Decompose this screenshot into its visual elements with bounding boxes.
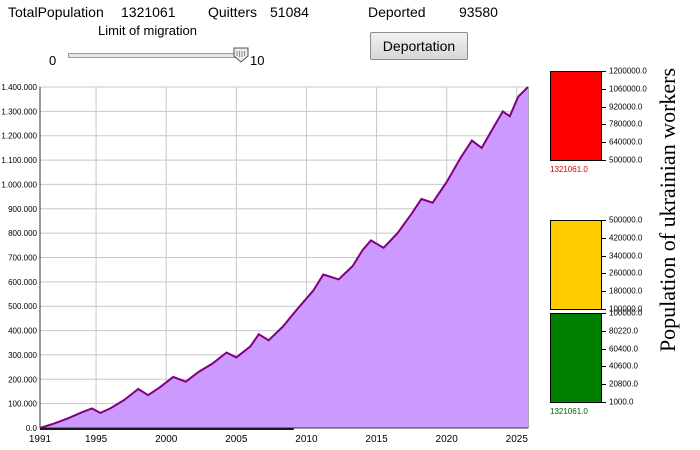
population-line <box>39 86 529 429</box>
gauge-tick-mark <box>601 220 606 221</box>
x-tick-label: 1991 <box>29 434 52 445</box>
gauge-tick-mark <box>601 348 606 350</box>
side-title-text: Population of ukrainian workers <box>655 67 680 353</box>
population-area <box>40 87 528 428</box>
gauge-tick-label: 1000.0 <box>609 397 634 407</box>
y-tick-label: 1.100.000 <box>1 156 37 165</box>
gauge-green-scale: 100000.0 80220.0 60400.0 40600.0 20800.0 1000… <box>601 309 661 407</box>
deported-label: Deported <box>368 4 426 20</box>
gauge-green-box <box>550 313 602 403</box>
y-tick-label: 200.000 <box>8 375 37 384</box>
y-tick-label: 900.000 <box>8 205 37 214</box>
y-tick-label: 1.200.000 <box>1 132 37 141</box>
gauge-tick-label: 500000.0 <box>609 215 643 225</box>
slider-label: Limit of migration <box>98 23 197 38</box>
gauge-tick-label: 640000.0 <box>609 137 643 147</box>
y-tick-label: 800.000 <box>8 229 37 238</box>
gauge-tick-mark <box>601 124 606 126</box>
gauge-green-value: 1321061.0 <box>550 407 588 416</box>
slider-min-label: 0 <box>49 53 57 68</box>
gauge-tick-label: 500000.0 <box>609 155 643 165</box>
gauge-tick-label: 780000.0 <box>609 119 643 129</box>
gauge-tick-mark <box>601 402 606 403</box>
y-tick-label: 300.000 <box>8 351 37 360</box>
gauge-tick-mark <box>601 106 606 108</box>
x-tick-label: 2015 <box>365 434 388 445</box>
gauge-yellow-scale: 500000.0 420000.0 340000.0 260000.0 180000.0… <box>601 216 661 314</box>
gauge-tick-mark <box>601 237 606 239</box>
quitters-value: 51084 <box>270 4 309 20</box>
gauge-tick-label: 40600.0 <box>609 361 638 371</box>
y-tick-label: 0.0 <box>26 424 38 433</box>
quitters-label: Quitters <box>208 4 258 20</box>
gauge-axis <box>601 71 602 161</box>
gauge-red-scale: 1200000.0 1060000.0 920000.0 780000.0 640000… <box>601 67 661 165</box>
gauge-axis <box>601 220 602 310</box>
x-tick-label: 1995 <box>85 434 108 445</box>
migration-limit-slider[interactable] <box>68 53 245 58</box>
gauge-tick-label: 1200000.0 <box>609 66 647 76</box>
y-tick-label: 1.400.000 <box>1 83 37 92</box>
gauge-axis <box>601 313 602 403</box>
gauge-tick-mark <box>601 160 606 161</box>
y-tick-label: 700.000 <box>8 254 37 263</box>
gauge-tick-mark <box>601 384 606 386</box>
deportation-button[interactable]: Deportation <box>370 32 468 60</box>
gauge-tick-mark <box>601 142 606 144</box>
gauge-red-value: 1321061.0 <box>550 165 588 174</box>
gauge-tick-label: 420000.0 <box>609 233 643 243</box>
total-population-value: 1321061 <box>121 4 176 20</box>
gauge-tick-mark <box>601 255 606 257</box>
gauge-tick-label: 100000.0 <box>609 304 643 314</box>
slider-thumb[interactable] <box>233 47 249 63</box>
x-tick-label: 2025 <box>506 434 529 445</box>
gauge-tick-label: 180000.0 <box>609 286 643 296</box>
population-area-chart: 0.0 100.000 200.000 300.000 400.000 500.000 60… <box>1 83 529 445</box>
y-tick-label: 1.000.000 <box>1 180 37 189</box>
gauge-yellow-box <box>550 220 602 310</box>
gauge-tick-label: 920000.0 <box>609 102 643 112</box>
total-population-label: TotalPopulation <box>8 4 104 20</box>
gauge-tick-mark <box>601 313 606 314</box>
x-tick-label: 2020 <box>436 434 459 445</box>
gauge-tick-mark <box>601 366 606 368</box>
x-tick-label: 2000 <box>155 434 178 445</box>
gauge-tick-mark <box>601 88 606 90</box>
gauge-tick-label: 80220.0 <box>609 326 638 336</box>
y-tick-label: 400.000 <box>8 327 37 336</box>
gauge-tick-mark <box>601 71 606 72</box>
y-tick-label: 600.000 <box>8 278 37 287</box>
gauge-tick-mark <box>601 291 606 293</box>
x-tick-label: 2005 <box>225 434 248 445</box>
y-tick-label: 1.300.000 <box>1 107 37 116</box>
x-tick-label: 2010 <box>295 434 318 445</box>
slider-max-label: 10 <box>250 53 265 68</box>
gauge-tick-label: 1060000.0 <box>609 84 647 94</box>
deported-value: 93580 <box>459 4 498 20</box>
gauge-red-box <box>550 71 602 161</box>
y-tick-label: 100.000 <box>8 400 37 409</box>
gauge-tick-label: 260000.0 <box>609 268 643 278</box>
gauge-tick-mark <box>601 309 606 310</box>
gauge-tick-mark <box>601 330 606 332</box>
gauge-tick-mark <box>601 273 606 275</box>
gauge-tick-label: 100000.0 <box>609 308 643 318</box>
y-tick-label: 500.000 <box>8 302 37 311</box>
gauge-tick-label: 60400.0 <box>609 344 638 354</box>
gauge-tick-label: 20800.0 <box>609 379 638 389</box>
gauge-tick-label: 340000.0 <box>609 251 643 261</box>
